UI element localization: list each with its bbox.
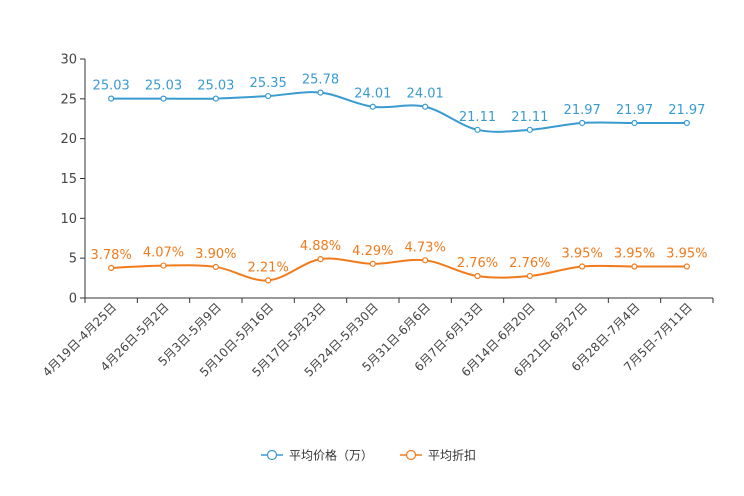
data-label: 21.97: [564, 103, 601, 118]
data-point: [265, 277, 272, 284]
data-label: 21.97: [616, 103, 653, 118]
data-point: [526, 272, 533, 280]
series-layer: 25.03 25.03 25.03 25.35 25.78 24.01 24.01 21.11…: [91, 73, 707, 284]
legend-marker-icon: [266, 449, 278, 461]
data-label: 24.01: [354, 87, 391, 102]
data-point: [474, 272, 481, 280]
data-point: [474, 126, 481, 133]
data-label: 21.11: [511, 110, 548, 125]
data-point: [317, 89, 324, 96]
data-point: [683, 119, 690, 127]
data-point: [579, 119, 586, 127]
series-line: [111, 91, 687, 133]
data-label: 24.01: [407, 87, 444, 102]
data-point: [317, 256, 324, 263]
data-label: 25.35: [250, 76, 287, 91]
data-point: [212, 263, 219, 271]
y-tick-label: 20: [60, 132, 77, 147]
data-point: [160, 95, 167, 102]
data-point: [526, 126, 533, 133]
y-tick-label: 15: [60, 172, 77, 187]
data-label: 2.21%: [248, 260, 289, 275]
data-label: 25.78: [302, 73, 339, 88]
data-label: 3.95%: [562, 247, 603, 262]
legend-label: 平均折扣: [428, 448, 476, 463]
data-point: [422, 103, 429, 110]
data-label: 3.78%: [91, 248, 132, 263]
legend-label: 平均价格（万）: [289, 448, 373, 463]
data-point: [212, 95, 219, 102]
data-label: 3.90%: [195, 247, 236, 262]
series-avg-price: 25.03 25.03 25.03 25.35 25.78 24.01 24.01 21.11…: [93, 73, 705, 133]
data-label: 4.29%: [352, 244, 393, 259]
data-label: 4.88%: [300, 239, 341, 254]
data-point: [369, 260, 376, 267]
data-label: 2.76%: [509, 256, 550, 271]
data-label: 21.97: [668, 103, 705, 118]
data-point: [160, 262, 167, 269]
data-point: [631, 119, 638, 127]
data-label: 25.03: [197, 79, 234, 94]
data-point: [579, 263, 586, 270]
y-tick-label: 10: [60, 212, 77, 227]
data-label: 3.95%: [666, 247, 707, 262]
data-point: [369, 103, 376, 110]
series-avg-discount: 3.78% 4.07% 3.90% 2.21% 4.88% 4.29% 4.73% 2.76%…: [91, 239, 707, 284]
data-label: 2.76%: [457, 256, 498, 271]
legend-marker-icon: [405, 449, 417, 461]
data-point: [108, 95, 115, 102]
data-point: [631, 263, 638, 270]
data-label: 25.03: [145, 79, 182, 94]
data-point: [422, 257, 429, 264]
legend[interactable]: 平均价格（万） 平均折扣: [261, 448, 476, 463]
y-tick-label: 0: [69, 292, 77, 307]
data-label: 3.95%: [614, 247, 655, 262]
data-label: 21.11: [459, 110, 496, 125]
data-label: 4.73%: [405, 240, 446, 255]
y-tick-label: 25: [60, 92, 77, 107]
data-point: [108, 264, 115, 271]
legend-item-avg-discount[interactable]: 平均折扣: [400, 448, 476, 463]
data-label: 25.03: [93, 79, 130, 94]
data-label: 4.07%: [143, 246, 184, 261]
series-line: [111, 257, 687, 282]
data-point: [683, 263, 690, 270]
legend-item-avg-price[interactable]: 平均价格（万）: [261, 448, 373, 463]
data-point: [265, 92, 272, 100]
y-tick-label: 5: [69, 252, 77, 267]
y-tick-label: 30: [60, 53, 77, 68]
